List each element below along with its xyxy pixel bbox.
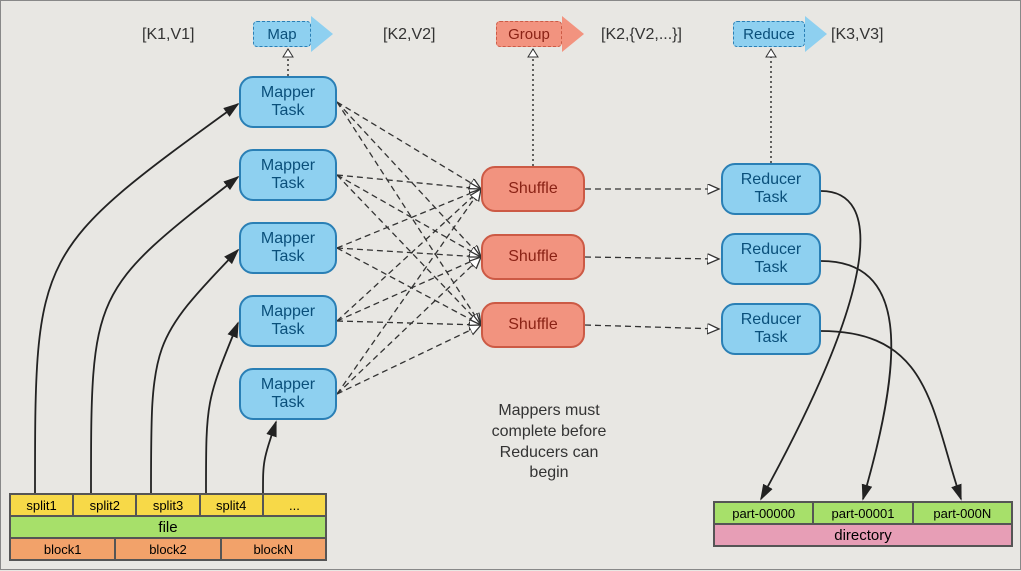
split-cell: split3 bbox=[136, 494, 199, 516]
split-cell: ... bbox=[263, 494, 326, 516]
kv-label: [K2,V2] bbox=[383, 26, 435, 44]
part-cell: part-00000 bbox=[714, 502, 813, 524]
mapper-task-1: MapperTask bbox=[239, 149, 337, 201]
block-cell: blockN bbox=[221, 538, 326, 560]
shuffle-1: Shuffle bbox=[481, 234, 585, 280]
output-directory-stack: part-00000part-00001part-000Ndirectory bbox=[713, 501, 1013, 547]
part-cell: part-000N bbox=[913, 502, 1012, 524]
directory-label: directory bbox=[714, 524, 1012, 546]
kv-label: [K2,{V2,...}] bbox=[601, 26, 682, 44]
mapper-task-2: MapperTask bbox=[239, 222, 337, 274]
caption-text: Mappers mustcomplete beforeReducers canb… bbox=[469, 401, 629, 484]
reducer-task-0: ReducerTask bbox=[721, 163, 821, 215]
kv-label: [K1,V1] bbox=[142, 26, 194, 44]
reducer-task-2: ReducerTask bbox=[721, 303, 821, 355]
input-file-stack: split1split2split3split4...fileblock1blo… bbox=[9, 493, 327, 561]
block-cell: block1 bbox=[10, 538, 115, 560]
shuffle-2: Shuffle bbox=[481, 302, 585, 348]
part-cell: part-00001 bbox=[813, 502, 912, 524]
map-stage-arrow: Map bbox=[253, 21, 333, 47]
reducer-task-1: ReducerTask bbox=[721, 233, 821, 285]
file-label: file bbox=[10, 516, 326, 538]
split-cell: split1 bbox=[10, 494, 73, 516]
split-cell: split4 bbox=[200, 494, 263, 516]
mapper-task-0: MapperTask bbox=[239, 76, 337, 128]
group-stage-arrow: Group bbox=[496, 21, 584, 47]
mapper-task-4: MapperTask bbox=[239, 368, 337, 420]
mapper-task-3: MapperTask bbox=[239, 295, 337, 347]
kv-label: [K3,V3] bbox=[831, 26, 883, 44]
split-cell: split2 bbox=[73, 494, 136, 516]
diagram-canvas bbox=[1, 1, 1021, 571]
shuffle-0: Shuffle bbox=[481, 166, 585, 212]
block-cell: block2 bbox=[115, 538, 220, 560]
reduce-stage-arrow: Reduce bbox=[733, 21, 827, 47]
